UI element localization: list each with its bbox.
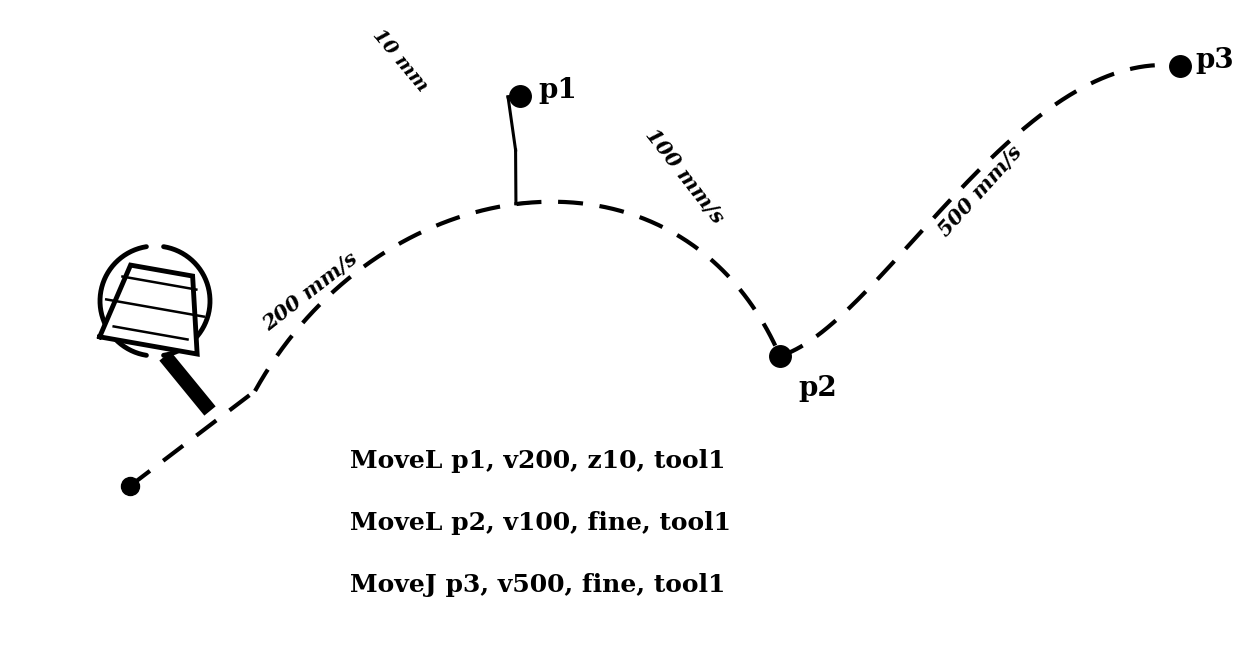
Text: p1: p1	[538, 78, 577, 105]
Text: p3: p3	[1195, 48, 1234, 74]
Point	[770, 351, 790, 361]
Text: 500 mm/s: 500 mm/s	[934, 142, 1025, 240]
Text: p2: p2	[799, 375, 837, 402]
Text: 100 mm/s: 100 mm/s	[642, 125, 728, 227]
Text: 10 mm: 10 mm	[370, 26, 432, 96]
Text: MoveJ p3, v500, fine, tool1: MoveJ p3, v500, fine, tool1	[350, 573, 725, 597]
Polygon shape	[99, 265, 197, 354]
Text: MoveL p1, v200, z10, tool1: MoveL p1, v200, z10, tool1	[350, 449, 725, 473]
Point	[120, 481, 140, 491]
Text: MoveL p2, v100, fine, tool1: MoveL p2, v100, fine, tool1	[350, 511, 732, 535]
Point	[1171, 61, 1190, 71]
Point	[510, 91, 529, 101]
Text: 200 mm/s: 200 mm/s	[259, 248, 361, 334]
